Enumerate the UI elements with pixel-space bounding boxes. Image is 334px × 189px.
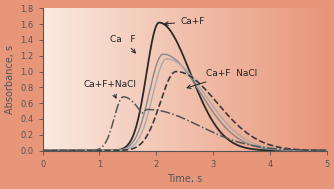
X-axis label: Time, s: Time, s [167, 174, 202, 184]
Text: Ca+F  NaCl: Ca+F NaCl [187, 69, 258, 88]
Text: Ca   F: Ca F [110, 35, 135, 53]
Text: Ca+F+NaCl: Ca+F+NaCl [84, 80, 137, 98]
Y-axis label: Absorbance, s: Absorbance, s [5, 45, 15, 114]
Text: Ca+F: Ca+F [165, 17, 204, 26]
